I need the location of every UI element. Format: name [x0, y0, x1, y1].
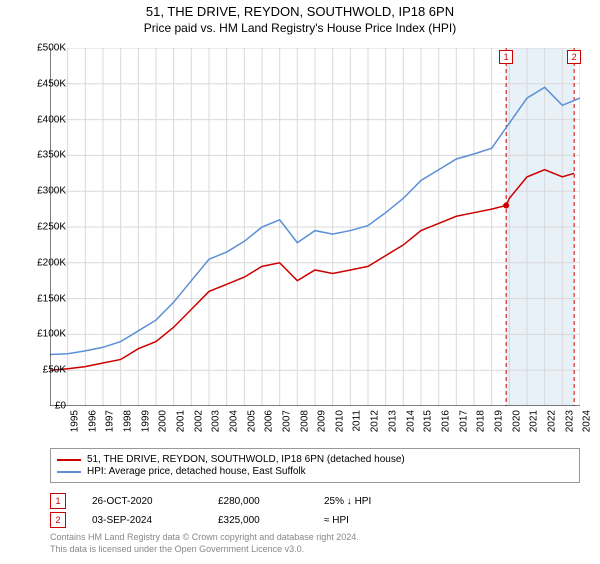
x-tick-label: 2008 [299, 410, 310, 432]
sale-id-box: 2 [50, 512, 66, 528]
x-tick-label: 2018 [476, 410, 487, 432]
y-tick-label: £400K [37, 114, 66, 125]
sale-diff: 25% ↓ HPI [324, 496, 404, 507]
x-tick-label: 2004 [228, 410, 239, 432]
x-tick-label: 2002 [193, 410, 204, 432]
x-tick-label: 2017 [458, 410, 469, 432]
chart-subtitle: Price paid vs. HM Land Registry's House … [0, 21, 600, 35]
x-tick-label: 2019 [493, 410, 504, 432]
attribution: Contains HM Land Registry data © Crown c… [50, 532, 580, 555]
legend-row: HPI: Average price, detached house, East… [57, 466, 573, 477]
x-tick-label: 2001 [175, 410, 186, 432]
y-tick-label: £500K [37, 43, 66, 54]
x-tick-label: 2010 [334, 410, 345, 432]
x-tick-label: 1996 [87, 410, 98, 432]
sale-diff: ≈ HPI [324, 515, 404, 526]
x-tick-label: 2003 [211, 410, 222, 432]
legend-swatch [57, 471, 81, 473]
attribution-line-1: Contains HM Land Registry data © Crown c… [50, 532, 580, 544]
x-tick-label: 1997 [105, 410, 116, 432]
x-tick-label: 2007 [281, 410, 292, 432]
x-tick-label: 1999 [140, 410, 151, 432]
x-tick-label: 2005 [246, 410, 257, 432]
x-tick-label: 2016 [440, 410, 451, 432]
x-tick-label: 2014 [405, 410, 416, 432]
x-tick-label: 2013 [387, 410, 398, 432]
y-tick-label: £300K [37, 186, 66, 197]
legend-row: 51, THE DRIVE, REYDON, SOUTHWOLD, IP18 6… [57, 454, 573, 465]
y-tick-label: £0 [55, 401, 66, 412]
legend-label: HPI: Average price, detached house, East… [87, 466, 306, 477]
legend-label: 51, THE DRIVE, REYDON, SOUTHWOLD, IP18 6… [87, 454, 405, 465]
chart-svg [50, 48, 580, 406]
chart-area: 12 [50, 48, 580, 406]
chart-container: 51, THE DRIVE, REYDON, SOUTHWOLD, IP18 6… [0, 4, 600, 564]
sale-id-box: 1 [50, 493, 66, 509]
sale-marker-box: 2 [567, 50, 581, 64]
x-tick-label: 2015 [423, 410, 434, 432]
sale-price: £280,000 [218, 496, 298, 507]
sales-table: 1 26-OCT-2020 £280,000 25% ↓ HPI 2 03-SEP-202… [50, 490, 580, 531]
y-tick-label: £450K [37, 78, 66, 89]
y-tick-label: £200K [37, 257, 66, 268]
y-tick-label: £350K [37, 150, 66, 161]
x-tick-label: 2020 [511, 410, 522, 432]
sale-row: 1 26-OCT-2020 £280,000 25% ↓ HPI [50, 493, 580, 509]
y-tick-label: £150K [37, 293, 66, 304]
legend: 51, THE DRIVE, REYDON, SOUTHWOLD, IP18 6… [50, 448, 580, 483]
x-tick-label: 2011 [351, 410, 362, 432]
x-tick-label: 2006 [264, 410, 275, 432]
sale-price: £325,000 [218, 515, 298, 526]
y-tick-label: £50K [43, 365, 66, 376]
attribution-line-2: This data is licensed under the Open Gov… [50, 544, 580, 556]
legend-swatch [57, 459, 81, 461]
sale-row: 2 03-SEP-2024 £325,000 ≈ HPI [50, 512, 580, 528]
chart-title: 51, THE DRIVE, REYDON, SOUTHWOLD, IP18 6… [0, 4, 600, 19]
x-tick-label: 1998 [122, 410, 133, 432]
x-tick-label: 2000 [158, 410, 169, 432]
x-tick-label: 2009 [317, 410, 328, 432]
x-tick-label: 2021 [529, 410, 540, 432]
y-tick-label: £100K [37, 329, 66, 340]
sale-date: 03-SEP-2024 [92, 515, 192, 526]
x-tick-label: 2024 [582, 410, 593, 432]
y-tick-label: £250K [37, 222, 66, 233]
x-tick-label: 2022 [546, 410, 557, 432]
x-tick-label: 2012 [370, 410, 381, 432]
x-tick-label: 1995 [69, 410, 80, 432]
x-tick-label: 2023 [564, 410, 575, 432]
sale-marker-box: 1 [499, 50, 513, 64]
sale-date: 26-OCT-2020 [92, 496, 192, 507]
